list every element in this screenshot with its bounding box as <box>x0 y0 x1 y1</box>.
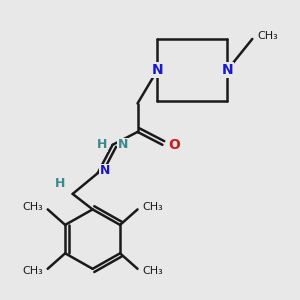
Text: CH₃: CH₃ <box>257 32 278 41</box>
Text: H: H <box>97 138 108 151</box>
Text: CH₃: CH₃ <box>142 202 163 212</box>
Text: N: N <box>100 164 110 177</box>
Text: N: N <box>221 63 233 77</box>
Text: CH₃: CH₃ <box>22 202 43 212</box>
Text: CH₃: CH₃ <box>22 266 43 276</box>
Text: H: H <box>55 177 65 190</box>
Text: CH₃: CH₃ <box>142 266 163 276</box>
Text: O: O <box>169 138 181 152</box>
Text: N: N <box>118 138 128 151</box>
Text: N: N <box>152 63 163 77</box>
